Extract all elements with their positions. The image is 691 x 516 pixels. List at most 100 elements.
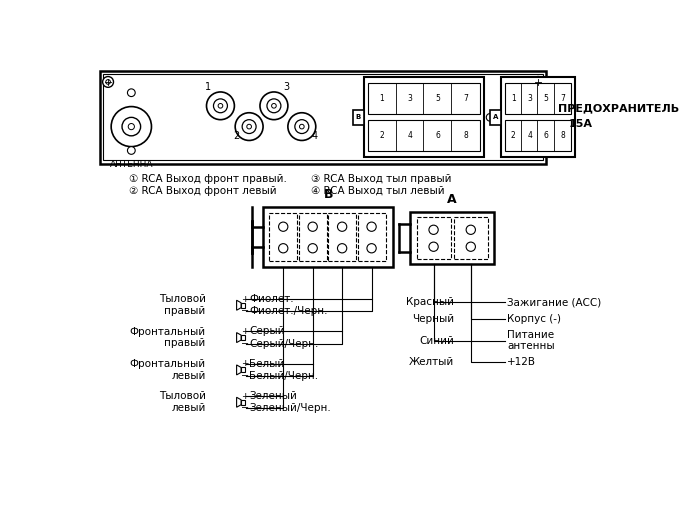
Text: 3: 3	[527, 94, 532, 103]
Circle shape	[299, 124, 304, 129]
Text: 1: 1	[379, 94, 384, 103]
Circle shape	[247, 124, 252, 129]
FancyBboxPatch shape	[353, 110, 364, 125]
Text: 3: 3	[408, 94, 413, 103]
Text: 5: 5	[435, 94, 440, 103]
FancyBboxPatch shape	[299, 213, 327, 261]
Text: Фиолет./Черн.: Фиолет./Черн.	[249, 307, 328, 316]
Text: ② RCA Выход фронт левый: ② RCA Выход фронт левый	[129, 186, 276, 196]
Text: A: A	[493, 115, 498, 120]
Text: 4: 4	[527, 132, 532, 140]
Circle shape	[278, 244, 288, 253]
Text: B: B	[356, 115, 361, 120]
FancyBboxPatch shape	[410, 212, 494, 264]
FancyBboxPatch shape	[368, 120, 480, 151]
Text: −: −	[241, 307, 249, 316]
Circle shape	[122, 117, 141, 136]
Circle shape	[466, 225, 475, 234]
Polygon shape	[236, 397, 241, 407]
Circle shape	[207, 92, 234, 120]
Text: −: −	[241, 338, 249, 349]
Text: Красный: Красный	[406, 297, 455, 307]
Circle shape	[272, 104, 276, 108]
Circle shape	[106, 79, 111, 84]
Text: 7: 7	[560, 94, 565, 103]
Text: +: +	[241, 359, 249, 368]
FancyBboxPatch shape	[263, 207, 393, 267]
Text: 5: 5	[544, 94, 549, 103]
FancyBboxPatch shape	[328, 213, 356, 261]
Text: −: −	[241, 371, 249, 381]
Circle shape	[288, 112, 316, 140]
Text: 3: 3	[283, 83, 290, 92]
FancyBboxPatch shape	[505, 120, 571, 151]
Text: 8: 8	[560, 132, 565, 140]
FancyBboxPatch shape	[358, 213, 386, 261]
FancyBboxPatch shape	[490, 110, 501, 125]
Text: ④ RCA Выход тыл левый: ④ RCA Выход тыл левый	[311, 186, 445, 196]
Text: Зажигание (ACC): Зажигание (ACC)	[507, 297, 601, 307]
Polygon shape	[236, 333, 241, 343]
Text: Тыловой
левый: Тыловой левый	[159, 392, 206, 413]
Text: Белый: Белый	[249, 359, 285, 369]
Polygon shape	[236, 300, 241, 310]
Text: +: +	[241, 295, 249, 303]
Text: B: B	[323, 187, 333, 201]
Circle shape	[267, 99, 281, 112]
Circle shape	[429, 242, 438, 251]
Text: Фиолет.: Фиолет.	[249, 294, 294, 304]
Circle shape	[214, 99, 227, 112]
Circle shape	[536, 79, 540, 84]
FancyBboxPatch shape	[364, 77, 484, 157]
Text: 2: 2	[511, 132, 515, 140]
Text: 1: 1	[511, 94, 515, 103]
Text: Черный: Черный	[413, 314, 455, 324]
FancyBboxPatch shape	[505, 84, 571, 114]
Text: Серый/Черн.: Серый/Черн.	[249, 338, 319, 349]
FancyBboxPatch shape	[417, 217, 451, 259]
Text: 8: 8	[464, 132, 468, 140]
Text: 1: 1	[205, 83, 211, 92]
Text: +12В: +12В	[507, 357, 536, 367]
FancyBboxPatch shape	[368, 84, 480, 114]
Circle shape	[127, 89, 135, 96]
Text: Синий: Синий	[419, 336, 455, 346]
Circle shape	[367, 244, 376, 253]
Circle shape	[218, 104, 223, 108]
Circle shape	[486, 114, 494, 121]
Text: 6: 6	[435, 132, 440, 140]
FancyBboxPatch shape	[454, 217, 488, 259]
Polygon shape	[241, 400, 245, 405]
FancyBboxPatch shape	[269, 213, 297, 261]
Text: Корпус (-): Корпус (-)	[507, 314, 561, 324]
Text: ① RCA Выход фронт правый.: ① RCA Выход фронт правый.	[129, 174, 287, 184]
Text: 6: 6	[544, 132, 549, 140]
Circle shape	[533, 76, 544, 87]
Polygon shape	[241, 367, 245, 373]
Circle shape	[367, 222, 376, 231]
Circle shape	[466, 242, 475, 251]
Circle shape	[129, 123, 135, 130]
Circle shape	[242, 120, 256, 134]
Circle shape	[127, 147, 135, 154]
Text: 2: 2	[379, 132, 384, 140]
Text: Фронтальный
правый: Фронтальный правый	[130, 327, 206, 348]
Polygon shape	[241, 303, 245, 308]
Circle shape	[429, 225, 438, 234]
Text: −: −	[241, 404, 249, 413]
Text: +: +	[241, 327, 249, 336]
Text: Желтый: Желтый	[409, 357, 455, 367]
Circle shape	[295, 120, 309, 134]
Circle shape	[235, 112, 263, 140]
Text: ПРЕДОХРАНИТЕЛЬ: ПРЕДОХРАНИТЕЛЬ	[558, 103, 679, 113]
Text: Серый: Серый	[249, 327, 285, 336]
Text: 15А: 15А	[569, 119, 592, 128]
Text: +: +	[241, 392, 249, 400]
Text: Фронтальный
левый: Фронтальный левый	[130, 359, 206, 381]
Text: 4: 4	[311, 131, 317, 141]
Text: ③ RCA Выход тыл правый: ③ RCA Выход тыл правый	[311, 174, 452, 184]
Circle shape	[308, 244, 317, 253]
Text: Белый/Черн.: Белый/Черн.	[249, 371, 319, 381]
Text: АНТЕННА: АНТЕННА	[110, 160, 153, 169]
Text: Тыловой
правый: Тыловой правый	[159, 295, 206, 316]
